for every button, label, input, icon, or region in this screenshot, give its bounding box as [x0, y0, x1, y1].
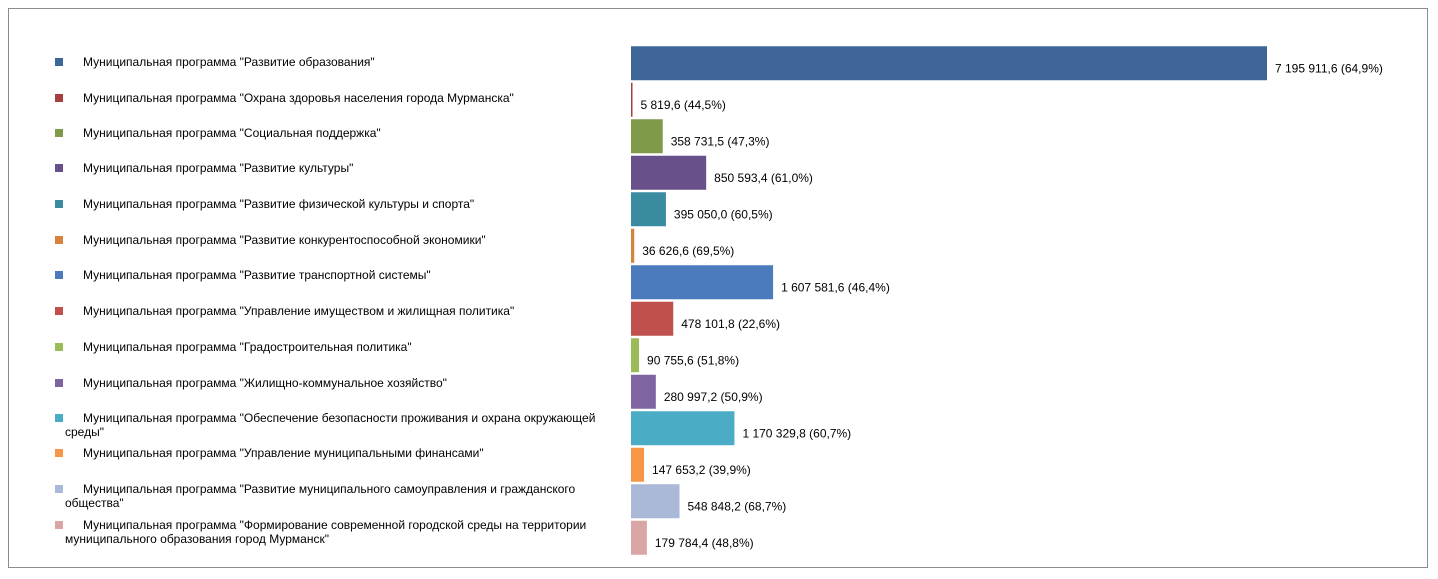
legend-label: Муниципальная программа "Развитие трансп…	[83, 268, 431, 282]
legend-swatch	[55, 236, 63, 244]
legend-swatch	[55, 271, 63, 279]
bar	[631, 82, 633, 117]
data-label: 280 997,2 (50,9%)	[664, 390, 763, 404]
data-label: 358 731,5 (47,3%)	[671, 134, 770, 148]
legend-label: Муниципальная программа "Управление муни…	[83, 446, 484, 460]
data-label: 90 755,6 (51,8%)	[647, 353, 739, 367]
bar	[631, 46, 1267, 81]
legend-label: Муниципальная программа "Развитие культу…	[83, 161, 354, 175]
bar	[631, 447, 645, 482]
data-label: 1 170 329,8 (60,7%)	[742, 426, 851, 440]
legend-label: Муниципальная программа "Развитие муници…	[65, 482, 576, 510]
bar	[631, 155, 707, 190]
legend-swatch	[55, 94, 63, 102]
data-label: 478 101,8 (22,6%)	[681, 317, 780, 331]
data-label: 7 195 911,6 (64,9%)	[1275, 61, 1383, 75]
bar	[631, 301, 674, 336]
bar	[631, 119, 663, 154]
data-label: 548 848,2 (68,7%)	[688, 499, 787, 513]
legend-swatch	[55, 58, 63, 66]
data-label: 5 819,6 (44,5%)	[641, 98, 726, 112]
legend-label: Муниципальная программа "Развитие образо…	[83, 55, 375, 69]
legend-label: Муниципальная программа "Социальная подд…	[83, 126, 381, 140]
bar	[631, 484, 680, 519]
data-label: 1 607 581,6 (46,4%)	[781, 280, 890, 294]
legend-label: Муниципальная программа "Градостроительн…	[83, 340, 412, 354]
data-label: 850 593,4 (61,0%)	[714, 171, 813, 185]
data-label: 179 784,4 (48,8%)	[655, 536, 754, 550]
legend-label: Муниципальная программа "Формирование со…	[65, 518, 587, 546]
bar	[631, 265, 774, 300]
bar	[631, 228, 635, 263]
legend-swatch	[55, 485, 63, 493]
legend-label: Муниципальная программа "Управление имущ…	[83, 304, 515, 318]
legend-swatch	[55, 307, 63, 315]
legend-label: Муниципальная программа "Жилищно-коммуна…	[83, 376, 447, 390]
legend-swatch	[55, 449, 63, 457]
bar	[631, 411, 735, 446]
legend-label: Муниципальная программа "Охрана здоровья…	[83, 91, 514, 105]
legend-swatch	[55, 521, 63, 529]
bar	[631, 374, 656, 409]
legend-swatch	[55, 343, 63, 351]
legend-swatch	[55, 200, 63, 208]
legend-label: Муниципальная программа "Развитие физиче…	[83, 197, 475, 211]
legend-swatch	[55, 129, 63, 137]
bar	[631, 192, 666, 227]
data-label: 36 626,6 (69,5%)	[642, 244, 734, 258]
bar	[631, 338, 640, 373]
legend-label: Муниципальная программа "Развитие конкур…	[83, 233, 486, 247]
legend-label: Муниципальная программа "Обеспечение без…	[65, 411, 596, 439]
legend-swatch	[55, 414, 63, 422]
data-label: 395 050,0 (60,5%)	[674, 207, 773, 221]
legend-swatch	[55, 164, 63, 172]
legend-swatch	[55, 379, 63, 387]
data-label: 147 653,2 (39,9%)	[652, 463, 751, 477]
bar	[631, 520, 647, 555]
